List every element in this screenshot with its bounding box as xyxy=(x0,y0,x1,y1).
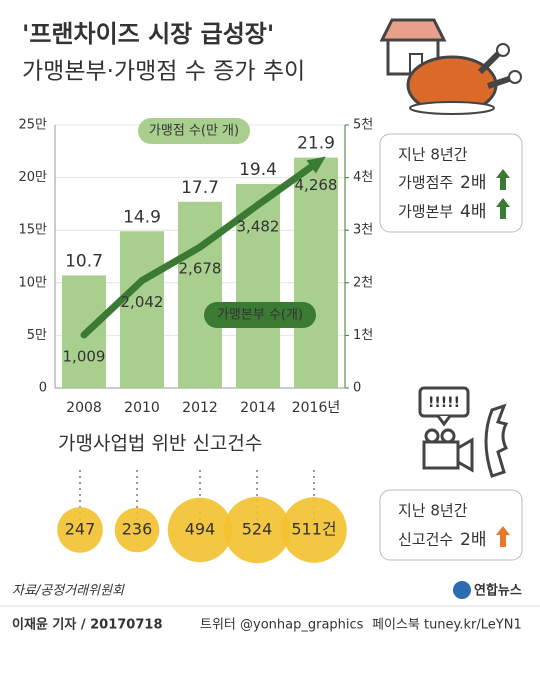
bar-value-label: 10.7 xyxy=(65,251,103,271)
bar-value-label: 21.9 xyxy=(297,134,335,154)
note-heading: 지난 8년간 xyxy=(398,146,468,164)
report-icon: !!!!! xyxy=(418,386,509,478)
bubble-value-label: 236 xyxy=(122,520,153,539)
y2-tick-label: 4천 xyxy=(353,170,373,185)
y-tick-label: 15만 xyxy=(18,223,47,238)
y-tick-label: 0 xyxy=(39,381,47,396)
logo-mark xyxy=(453,581,471,599)
source: 자료/공정거래위원회 xyxy=(12,584,125,599)
line-arrowhead xyxy=(306,156,326,174)
x-tick-label: 2014 xyxy=(240,400,276,416)
bubble xyxy=(281,497,347,563)
logo: 연합뉴스 xyxy=(474,583,522,599)
x-tick-label: 2010 xyxy=(124,400,160,416)
legend-box xyxy=(138,118,250,144)
line-value-label: 1,009 xyxy=(63,347,106,365)
note-label: 가맹본부 xyxy=(398,203,453,221)
y-tick-label: 25만 xyxy=(18,118,47,133)
bar-value-label: 17.7 xyxy=(181,178,219,198)
y-tick-label: 5만 xyxy=(27,328,47,343)
bar xyxy=(178,201,222,388)
note-heading: 지난 8년간 xyxy=(398,502,468,520)
up-arrow xyxy=(496,169,510,190)
note-label: 가맹점주 xyxy=(398,174,453,192)
bubble-value-label: 247 xyxy=(65,520,96,539)
up-arrow xyxy=(496,526,510,547)
y2-tick-label: 5천 xyxy=(353,118,373,133)
bar xyxy=(294,157,338,388)
bubble-title: 가맹사업법 위반 신고건수 xyxy=(58,433,262,455)
legend-label: 가맹점 수(만 개) xyxy=(149,124,239,139)
note-value: 2배 xyxy=(460,173,486,193)
x-tick-label: 2012 xyxy=(182,400,218,416)
note-value: 2배 xyxy=(460,530,486,550)
bubble xyxy=(223,496,291,564)
y-tick-label: 10만 xyxy=(18,275,47,290)
bubble xyxy=(57,507,103,553)
twitter: 트위터 @yonhap_graphics xyxy=(200,618,364,633)
facebook: 페이스북 tuney.kr/LeYN1 xyxy=(372,618,522,633)
y2-tick-label: 1천 xyxy=(353,328,373,343)
y-tick-label: 20만 xyxy=(18,170,47,185)
line-series xyxy=(80,160,320,339)
x-tick-label: 2008 xyxy=(66,400,102,416)
note-label: 신고건수 xyxy=(398,531,453,549)
credit: 이재윤 기자 / 20170718 xyxy=(12,617,163,633)
note-box xyxy=(379,133,523,233)
svg-text:!!!!!: !!!!! xyxy=(428,395,460,411)
y2-tick-label: 2천 xyxy=(353,275,373,290)
legend-label: 가맹본부 수(개) xyxy=(217,308,303,323)
up-arrow xyxy=(496,198,510,219)
bar xyxy=(120,231,164,388)
bubble-value-label: 524 xyxy=(242,520,273,539)
bubble xyxy=(167,497,233,563)
subtitle: 가맹본부·가맹점 수 증가 추이 xyxy=(22,59,305,85)
bubble-value-label: 494 xyxy=(185,520,216,539)
legend-box xyxy=(204,302,316,328)
bar-value-label: 14.9 xyxy=(123,207,161,227)
bar-value-label: 19.4 xyxy=(239,160,277,180)
note-value: 4배 xyxy=(460,202,486,222)
title: '프랜차이즈 시장 급성장' xyxy=(22,20,274,48)
line-value-label: 3,482 xyxy=(237,217,280,235)
line-value-label: 2,042 xyxy=(121,293,164,311)
note-box xyxy=(379,489,523,561)
y2-tick-label: 3천 xyxy=(353,223,373,238)
bubble-value-label: 511건 xyxy=(291,520,336,539)
bubble xyxy=(114,507,160,553)
store-chicken-icon xyxy=(379,18,522,115)
line-value-label: 4,268 xyxy=(295,176,338,194)
line-value-label: 2,678 xyxy=(179,260,222,278)
y2-tick-label: 0 xyxy=(353,381,361,396)
x-tick-label: 2016년 xyxy=(292,400,341,416)
